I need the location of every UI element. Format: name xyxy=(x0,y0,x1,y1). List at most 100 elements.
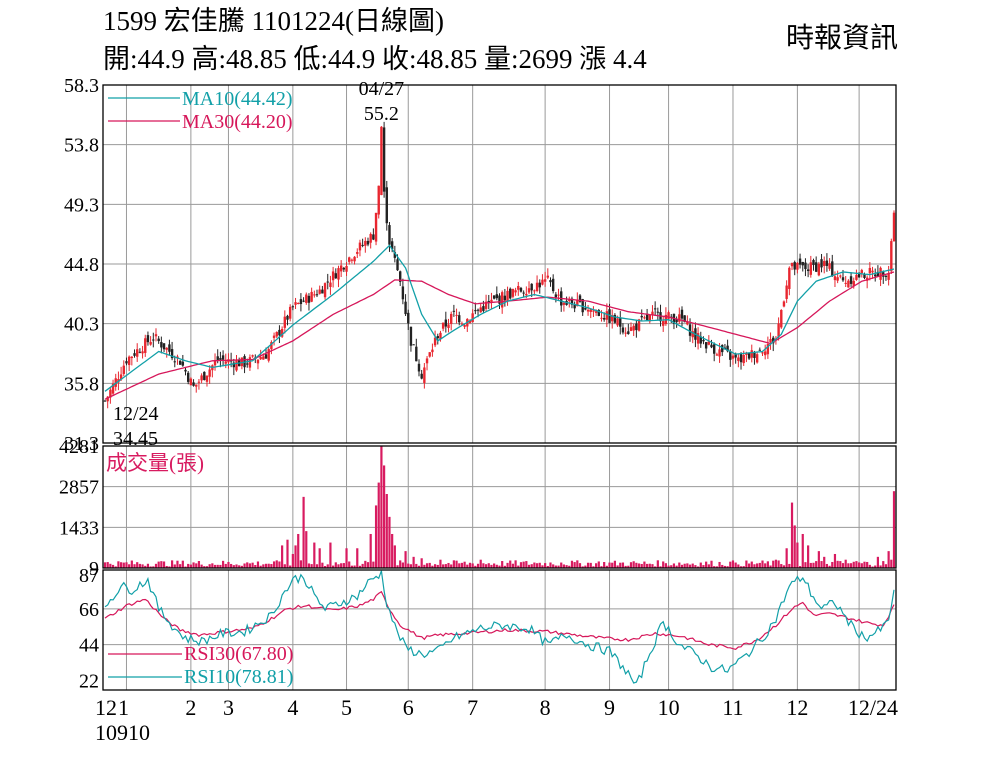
volume-bar xyxy=(568,565,571,568)
volume-bar xyxy=(554,565,557,568)
volume-bar xyxy=(535,563,539,568)
volume-bar xyxy=(868,564,871,568)
volume-bar xyxy=(428,562,431,568)
volume-bar xyxy=(211,563,214,568)
rsi-tick-label: 22 xyxy=(79,670,99,692)
volume-bar xyxy=(761,560,764,568)
candle-body xyxy=(388,225,391,245)
volume-bar xyxy=(656,560,659,568)
candle-body xyxy=(704,342,708,349)
volume-bar xyxy=(487,563,490,568)
volume-bar xyxy=(468,562,472,568)
candle-body xyxy=(592,310,595,312)
volume-bar xyxy=(675,565,678,568)
candle-body xyxy=(307,295,311,303)
volume-bar xyxy=(181,560,184,568)
volume-bar xyxy=(597,561,600,568)
candle-body xyxy=(372,234,375,240)
candle-body xyxy=(334,273,337,279)
candle-body xyxy=(364,240,367,246)
volume-bar xyxy=(208,564,211,568)
volume-bar xyxy=(221,560,225,568)
volume-bar xyxy=(409,564,413,568)
volume-bar xyxy=(629,562,633,568)
candle-body xyxy=(474,310,477,312)
volume-bar xyxy=(281,545,284,568)
candle-body xyxy=(823,261,826,266)
volume-bar xyxy=(315,564,319,568)
x-tick-label: 3 xyxy=(223,695,234,720)
volume-bar xyxy=(637,563,641,568)
candle-body xyxy=(785,285,788,299)
candle-body xyxy=(302,300,305,302)
candle-body xyxy=(632,325,635,331)
candle-body xyxy=(267,349,270,361)
volume-bar xyxy=(844,559,847,568)
volume-bar xyxy=(815,561,818,568)
volume-bar xyxy=(455,560,458,568)
candle-body xyxy=(318,289,321,294)
candle-body xyxy=(525,293,528,296)
volume-bar xyxy=(423,564,426,568)
candle-body xyxy=(635,323,638,331)
volume-bar xyxy=(608,562,611,568)
x-tick-label: 7 xyxy=(467,695,478,720)
candle-body xyxy=(125,361,128,364)
volume-bar xyxy=(691,563,694,568)
volume-bar xyxy=(146,563,150,568)
volume-bar xyxy=(329,542,332,568)
volume-bar xyxy=(710,560,713,568)
ma10-line xyxy=(104,244,895,392)
candle-body xyxy=(490,299,493,303)
volume-bar xyxy=(796,542,799,568)
volume-bar xyxy=(495,564,498,568)
volume-bar xyxy=(490,564,493,568)
volume-bar xyxy=(385,494,388,568)
candle-body xyxy=(315,294,319,296)
volume-bar xyxy=(345,548,348,568)
volume-bar xyxy=(635,562,638,568)
volume-bar xyxy=(358,565,362,568)
volume-bar xyxy=(267,563,270,568)
volume-bar xyxy=(474,565,477,568)
candle-body xyxy=(152,339,155,341)
volume-bar xyxy=(264,563,268,568)
candle-body xyxy=(855,274,858,280)
candle-body xyxy=(519,287,523,292)
volume-bar xyxy=(664,563,667,568)
volume-bar xyxy=(197,561,201,568)
candle-body xyxy=(860,270,863,274)
volume-bar xyxy=(667,565,670,568)
candle-body xyxy=(390,241,394,250)
moving-average-lines xyxy=(104,244,895,400)
candle-body xyxy=(533,290,536,292)
candle-body xyxy=(385,187,388,224)
rsi-tick-label: 66 xyxy=(79,599,99,621)
volume-bar xyxy=(372,561,375,568)
candle-body xyxy=(299,299,303,305)
volume-bar xyxy=(334,562,337,568)
candle-body xyxy=(675,319,678,323)
ohlc-summary: 開:44.9 高:48.85 低:44.9 收:48.85 量:2699 漲 4… xyxy=(103,44,647,74)
volume-bar xyxy=(227,561,230,568)
volume-bar xyxy=(431,565,434,568)
volume-bar xyxy=(578,563,582,568)
volume-bar xyxy=(187,563,190,568)
x-tick-label: 10 xyxy=(658,695,680,720)
candle-body xyxy=(133,353,136,356)
candle-body xyxy=(154,334,158,337)
volume-bar xyxy=(106,562,109,568)
high-annotation: 04/27 xyxy=(359,78,405,100)
volume-bar xyxy=(205,566,209,568)
price-tick-label: 44.8 xyxy=(64,254,99,276)
candle-body xyxy=(753,352,756,358)
candle-body xyxy=(436,336,439,339)
volume-bar xyxy=(463,561,466,568)
volume-bar xyxy=(715,566,718,568)
candle-body xyxy=(828,263,831,269)
volume-bar xyxy=(820,561,823,568)
candle-body xyxy=(763,351,767,356)
volume-bar xyxy=(498,565,501,568)
volume-bar xyxy=(321,562,324,568)
candle-body xyxy=(219,358,222,360)
